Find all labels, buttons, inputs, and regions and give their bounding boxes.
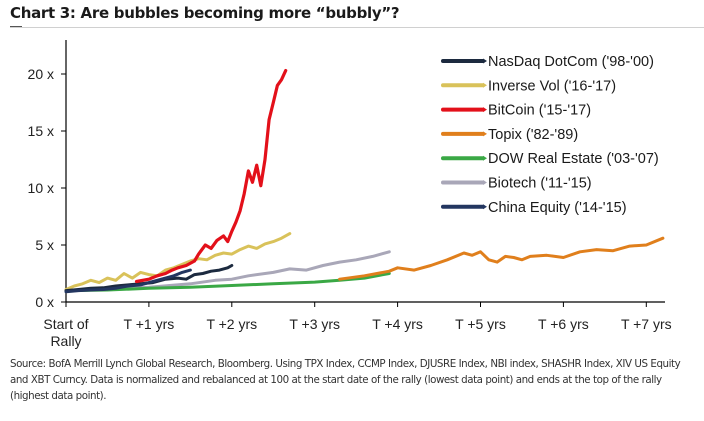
series-line-topix-82-89 — [338, 236, 665, 281]
x-tick-label: T +1 yrs — [124, 316, 175, 332]
x-tick-label-line: T +2 yrs — [206, 316, 257, 332]
legend-swatch-tip — [483, 58, 487, 64]
title-rule — [10, 27, 704, 28]
x-tick-label-line: Rally — [50, 333, 81, 349]
legend-item: Biotech ('11-'15) — [441, 176, 592, 192]
x-tick-label: T +7 yrs — [621, 316, 672, 332]
x-tick-label: Start of Rally — [43, 316, 88, 349]
series-line-inverse-vol-16-17 — [64, 232, 292, 291]
legend-label: DOW Real Estate ('03-'07) — [488, 151, 659, 167]
legend-item: Inverse Vol ('16-'17) — [441, 78, 616, 94]
x-tick-label: T +2 yrs — [206, 316, 257, 332]
series-line-bitcoin-15-17 — [134, 68, 288, 284]
series-line-biotech-11-15 — [64, 250, 391, 293]
legend-swatch-tip — [483, 107, 487, 113]
legend-swatch-tip — [483, 155, 487, 161]
legend-item: Topix ('82-'89) — [441, 127, 578, 143]
x-tick-label-line: T +7 yrs — [621, 316, 672, 332]
legend-label: NasDaq DotCom ('98-'00) — [488, 54, 654, 70]
source-footnote: Source: BofA Merrill Lynch Global Resear… — [10, 358, 681, 402]
legend-label: Biotech ('11-'15) — [488, 176, 592, 192]
legend-item: BitCoin ('15-'17) — [441, 103, 591, 119]
legend-item: DOW Real Estate ('03-'07) — [441, 151, 659, 167]
y-tick-label: 10 x — [28, 180, 54, 196]
series-layer — [64, 68, 665, 294]
legend-label: China Equity ('14-'15) — [488, 200, 627, 216]
legend-swatch-tip — [483, 82, 487, 88]
x-tick-label: T +4 yrs — [372, 316, 423, 332]
x-tick-label-line: T +1 yrs — [124, 316, 175, 332]
legend-label: BitCoin ('15-'17) — [488, 103, 591, 119]
legend-swatch-tip — [483, 131, 487, 137]
y-tick-label: 0 x — [35, 294, 54, 310]
axes: 0 x 5 x 10 x 15 x 20 x Start of Rally T +1 yrs T… — [28, 40, 672, 349]
x-tick-label-line: T +5 yrs — [455, 316, 506, 332]
legend-item: China Equity ('14-'15) — [441, 200, 627, 216]
x-tick-label-line: T +4 yrs — [372, 316, 423, 332]
x-tick-label-line: T +3 yrs — [289, 316, 340, 332]
legend-swatch-tip — [483, 180, 487, 185]
series-line-dow-real-estate-03-07 — [64, 272, 391, 293]
x-tick-label: T +5 yrs — [455, 316, 506, 332]
legend-swatch-tip — [483, 204, 487, 210]
legend: NasDaq DotCom ('98-'00) Inverse Vol ('16-… — [441, 54, 659, 216]
x-tick-label: T +6 yrs — [538, 316, 589, 332]
x-tick-label-line: T +6 yrs — [538, 316, 589, 332]
x-tick-label-line: Start of — [43, 316, 88, 332]
legend-label: Topix ('82-'89) — [488, 127, 578, 143]
y-tick-label: 15 x — [28, 123, 54, 139]
series-line-china-equity-14-15 — [64, 268, 192, 294]
y-tick-label: 5 x — [35, 237, 54, 253]
legend-item: NasDaq DotCom ('98-'00) — [441, 54, 654, 70]
y-tick-label: 20 x — [28, 66, 54, 82]
chart-title: Chart 3: Are bubbles becoming more “bubb… — [10, 4, 400, 22]
x-tick-label: T +3 yrs — [289, 316, 340, 332]
legend-label: Inverse Vol ('16-'17) — [488, 78, 616, 94]
